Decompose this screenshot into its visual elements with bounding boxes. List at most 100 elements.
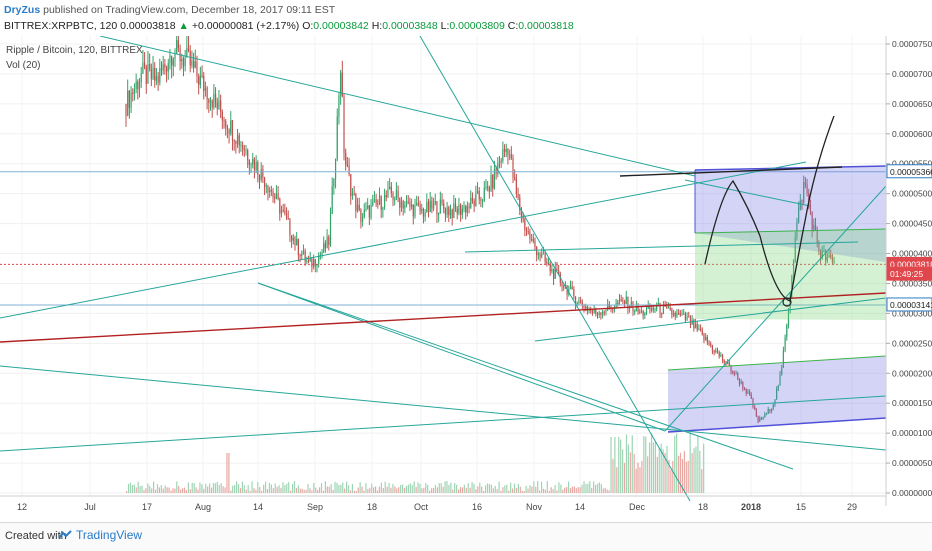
candle-body <box>302 250 305 254</box>
volume-bar <box>295 487 298 493</box>
candle-body <box>213 93 215 108</box>
volume-bar <box>596 483 599 493</box>
candle-body <box>289 219 291 236</box>
candle-body <box>397 190 399 199</box>
candle-body <box>821 251 823 259</box>
candle-body <box>454 203 457 209</box>
volume-bar <box>427 484 429 493</box>
candle-body <box>825 251 827 261</box>
candle-body <box>580 300 582 302</box>
channel-fill-blue-top <box>695 166 886 262</box>
volume-bar <box>457 489 460 493</box>
volume-bar <box>205 483 207 493</box>
volume-bar <box>469 487 471 493</box>
candle-body <box>223 120 225 122</box>
open-label: O: <box>302 20 314 32</box>
candle-body <box>287 218 289 220</box>
candle-body <box>721 355 724 361</box>
candle-body <box>554 268 556 279</box>
candle-body <box>750 395 752 399</box>
candle-body <box>294 237 296 246</box>
publisher-link[interactable]: DryZus <box>4 4 41 16</box>
candle-body <box>248 159 250 166</box>
volume-bar <box>537 481 539 493</box>
candle-body <box>796 222 798 237</box>
annotation-circle <box>782 297 792 307</box>
volume-bar <box>701 469 703 493</box>
candle-body <box>176 40 178 54</box>
volume-bar <box>392 483 394 493</box>
x-tick-label: 14 <box>575 502 585 512</box>
volume-bar <box>432 487 435 493</box>
volume-bar <box>239 488 242 493</box>
candle-body <box>461 208 463 215</box>
volume-bar <box>322 490 325 493</box>
candle-body <box>618 299 621 305</box>
volume-bar <box>677 455 680 493</box>
volume-bar <box>154 489 157 493</box>
time-axis: 12 Jul 17 Aug 14 Sep 18 Oct 16 Nov 14 Dec 18 2018 15 29 <box>17 502 857 512</box>
volume-bar <box>311 490 313 493</box>
volume-bar <box>527 488 529 493</box>
candle-body <box>282 210 284 212</box>
candle-body <box>703 334 705 341</box>
volume-bar <box>548 490 550 493</box>
volume-bar <box>326 486 328 493</box>
candle-body <box>640 310 643 312</box>
volume-bar <box>351 484 354 493</box>
volume-bar <box>328 486 330 493</box>
volume-bar <box>137 481 139 493</box>
volume-bar <box>212 482 215 493</box>
candle-body <box>318 255 320 265</box>
price-label-text: 01:49:25 <box>890 269 923 279</box>
change-value: +0.00000081 (+2.17%) <box>191 20 300 32</box>
candle-body <box>509 154 511 156</box>
volume-bar <box>160 485 162 493</box>
volume-bar <box>633 453 635 493</box>
candle-body <box>534 241 536 247</box>
candle-body <box>471 198 474 201</box>
volume-bar <box>210 487 213 493</box>
candle-body <box>650 307 653 311</box>
candle-body <box>291 235 293 241</box>
channel-top-line <box>694 165 887 171</box>
candle-body <box>167 63 169 72</box>
volume-bar <box>357 487 359 493</box>
volume-bar <box>583 481 585 493</box>
volume-bar <box>484 485 487 493</box>
trend-line <box>257 282 666 432</box>
candle-body <box>193 60 195 68</box>
trend-line <box>0 365 887 451</box>
volume-bar <box>614 437 616 493</box>
candle-body <box>759 417 761 422</box>
x-tick-label: Oct <box>414 502 429 512</box>
candle-body <box>674 312 676 317</box>
candle-body <box>723 360 725 363</box>
volume-bar <box>461 487 464 493</box>
x-tick-label: 12 <box>17 502 27 512</box>
volume-bar <box>234 485 236 493</box>
candle-body <box>701 330 703 335</box>
candle-body <box>307 260 310 262</box>
candle-body <box>182 59 185 66</box>
candle-body <box>531 239 533 241</box>
candle-body <box>402 201 404 209</box>
candle-body <box>573 289 575 297</box>
candle-body <box>390 186 392 194</box>
volume-bar <box>145 488 147 493</box>
volume-bar <box>409 483 411 493</box>
tradingview-link[interactable]: TradingView <box>58 528 142 542</box>
candle-body <box>247 150 249 160</box>
volume-bar <box>438 483 440 493</box>
candle-body <box>718 352 720 357</box>
volume-bar <box>670 469 672 493</box>
volume-bar <box>639 467 641 493</box>
volume-bar <box>622 449 624 493</box>
volume-bar <box>293 481 296 493</box>
volume-bar <box>170 490 172 493</box>
volume-bar <box>286 483 288 493</box>
